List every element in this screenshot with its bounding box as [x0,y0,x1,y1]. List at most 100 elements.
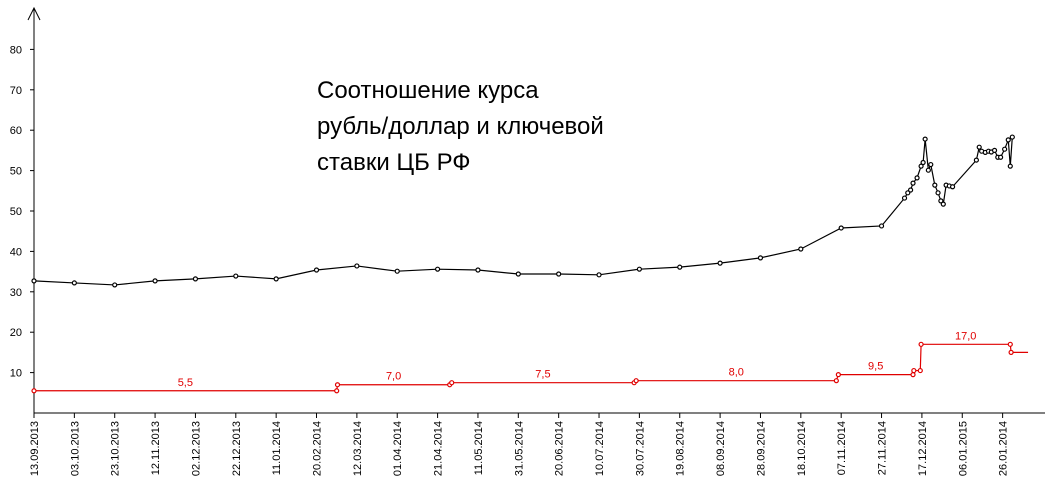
x-tick-label: 20.06.2014 [554,421,566,476]
point [833,378,839,384]
point [31,278,37,284]
x-tick-label: 23.10.2013 [110,421,122,476]
point [1008,349,1014,355]
point [596,272,602,278]
point [677,264,683,270]
y-tick-label: 20 [10,327,22,339]
y-tick-label: 50 [10,206,22,218]
x-tick-label: 08.09.2014 [715,421,727,476]
point [938,198,944,204]
point [449,380,455,386]
point [914,175,920,181]
chart-title: ставки ЦБ РФ [317,149,471,176]
point [920,159,926,166]
point [911,367,917,374]
point [636,266,642,272]
x-tick-label: 01.04.2014 [392,421,404,476]
point [633,378,639,384]
point [798,246,804,252]
point [918,341,924,347]
point [1005,137,1011,143]
x-tick-label: 03.10.2013 [69,421,81,476]
series-line [33,137,1013,286]
y-tick-label: 50 [10,166,22,178]
point [475,267,481,273]
x-tick-label: 18.10.2014 [796,421,808,476]
point [925,167,931,173]
y-tick-label: 70 [10,85,22,97]
point [910,180,916,186]
point [717,260,723,266]
data-label: 7,5 [535,369,550,381]
point [838,225,844,231]
point [878,223,885,229]
point [940,201,946,207]
x-tick-label: 10.07.2014 [594,421,606,476]
point [935,190,941,196]
point [515,271,521,277]
point [334,388,340,394]
point [1007,341,1013,347]
x-tick-label: 22.12.2013 [231,421,243,476]
data-label: 5,5 [178,377,193,389]
point [757,255,764,261]
data-label: 7,0 [386,371,401,383]
point [273,276,279,282]
point [313,267,320,273]
point [932,182,938,188]
point [354,263,360,269]
point [928,161,934,168]
point [991,147,998,153]
x-tick-label: 07.11.2014 [836,421,848,475]
point [835,372,841,378]
series-line [34,343,1029,392]
x-tick-label: 11.01.2014 [271,421,283,475]
point [922,136,928,142]
y-tick-label: 80 [10,44,22,56]
chart-title: Соотношение курса [317,77,539,104]
point [949,184,956,190]
x-tick-label: 19.08.2014 [675,421,687,476]
chart-title: рубль/доллар и ключевой [317,113,604,140]
y-tick-label: 30 [10,287,22,299]
y-tick-label: 10 [10,368,22,380]
x-tick-label: 27.11.2014 [877,421,889,475]
y-tick-label: 40 [10,246,22,258]
x-tick-label: 17.12.2014 [917,421,929,476]
x-tick-label: 13.09.2013 [29,421,41,476]
point [152,278,158,284]
data-label: 9,5 [868,361,883,373]
point [394,268,400,274]
point [1007,163,1013,169]
x-tick-label: 06.01.2015 [957,421,969,476]
x-tick-label: 12.03.2014 [352,421,364,476]
x-tick-label: 12.11.2013 [150,421,162,475]
data-label: 17,0 [955,330,976,342]
point [233,273,239,279]
point [1002,146,1008,152]
x-tick-label: 31.05.2014 [513,421,525,476]
point [192,276,199,282]
point [112,282,118,288]
y-axis-arrow [27,6,41,21]
point [31,388,37,394]
y-tick-label: 60 [10,125,22,137]
x-tick-label: 21.04.2014 [433,421,445,476]
point [910,372,916,378]
x-tick-label: 26.01.2014 [998,421,1010,476]
point [973,157,979,163]
point [901,195,908,201]
point [71,280,77,286]
point [976,144,982,150]
data-label: 8,0 [729,367,744,379]
x-tick-label: 28.09.2014 [755,421,767,476]
point [917,367,923,374]
point [1009,134,1015,140]
point [998,154,1004,160]
x-tick-label: 11.05.2014 [473,421,485,475]
point [908,187,914,193]
point [334,382,341,388]
x-tick-label: 20.02.2014 [312,421,324,476]
x-tick-label: 02.12.2013 [190,421,202,476]
